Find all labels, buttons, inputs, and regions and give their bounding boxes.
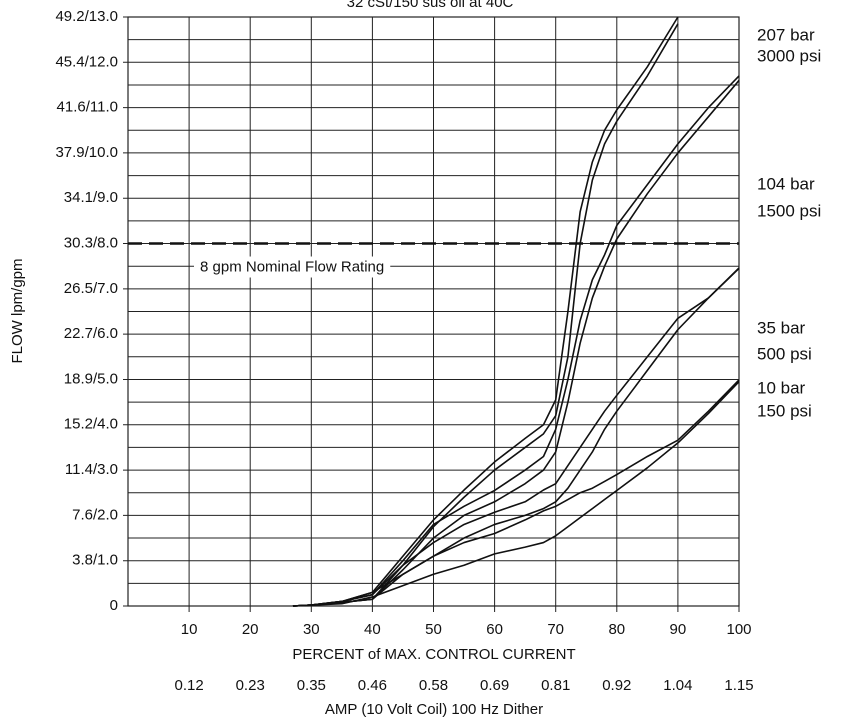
flow-curve xyxy=(292,379,740,607)
x-tick-label: 20 xyxy=(242,621,259,638)
y-tick-label: 30.3/8.0 xyxy=(64,235,118,252)
y-tick-label: 18.9/5.0 xyxy=(64,370,118,387)
y-tick-label: 41.6/11.0 xyxy=(57,99,118,116)
x2-tick-label: 0.69 xyxy=(480,677,509,694)
x2-tick-label: 0.35 xyxy=(297,677,326,694)
chart-title: 32 cSt/150 sus oil at 40C xyxy=(347,0,514,11)
x2-tick-label: 0.81 xyxy=(541,677,570,694)
x2-tick-label: 0.46 xyxy=(358,677,387,694)
y-tick-label: 0 xyxy=(110,597,118,614)
curve-label: 3000 psi xyxy=(757,46,821,65)
x-tick-label: 90 xyxy=(670,621,687,638)
x-tick-label: 100 xyxy=(726,621,751,638)
x-tick-label: 60 xyxy=(486,621,503,638)
x-axis-label: PERCENT of MAX. CONTROL CURRENT xyxy=(292,646,575,663)
y-tick-label: 15.2/4.0 xyxy=(64,416,118,433)
y-tick-label: 11.4/3.0 xyxy=(65,461,118,478)
x-tick-label: 80 xyxy=(608,621,625,638)
y-axis-label: FLOW lpm/gpm xyxy=(9,258,26,363)
flow-curve xyxy=(292,75,740,607)
reference-label-bg xyxy=(194,256,391,278)
flow-curve xyxy=(292,381,740,607)
reference-label: 8 gpm Nominal Flow Rating xyxy=(200,259,384,276)
x2-tick-label: 1.04 xyxy=(663,677,692,694)
y-tick-label: 3.8/1.0 xyxy=(72,552,118,569)
x2-tick-label: 0.58 xyxy=(419,677,448,694)
x2-tick-label: 0.12 xyxy=(174,677,203,694)
flow-curve xyxy=(292,23,679,607)
curve-label: 35 bar xyxy=(757,318,806,337)
y-tick-label: 49.2/13.0 xyxy=(55,8,118,25)
curve-label: 500 psi xyxy=(757,344,812,363)
flow-curve xyxy=(292,267,740,607)
y-tick-label: 7.6/2.0 xyxy=(72,506,118,523)
curve-label: 10 bar xyxy=(757,378,806,397)
x2-axis-label: AMP (10 Volt Coil) 100 Hz Dither xyxy=(325,701,543,717)
curve-label: 1500 psi xyxy=(757,201,821,220)
y-tick-label: 45.4/12.0 xyxy=(55,53,118,70)
x2-tick-label: 1.15 xyxy=(724,677,753,694)
x-tick-label: 30 xyxy=(303,621,320,638)
y-tick-label: 37.9/10.0 xyxy=(55,144,118,161)
y-tick-label: 34.1/9.0 xyxy=(64,189,118,206)
flow-curve xyxy=(292,79,740,607)
flow-curve xyxy=(292,267,740,607)
x2-tick-label: 0.92 xyxy=(602,677,631,694)
y-tick-label: 26.5/7.0 xyxy=(64,280,118,297)
x-tick-label: 10 xyxy=(181,621,198,638)
x-tick-label: 50 xyxy=(425,621,442,638)
curve-label: 104 bar xyxy=(757,174,815,193)
curve-label: 150 psi xyxy=(757,401,812,420)
x-tick-label: 70 xyxy=(547,621,564,638)
curve-label: 207 bar xyxy=(757,25,815,44)
x2-tick-label: 0.23 xyxy=(236,677,265,694)
x-tick-label: 40 xyxy=(364,621,381,638)
y-tick-label: 22.7/6.0 xyxy=(64,325,118,342)
